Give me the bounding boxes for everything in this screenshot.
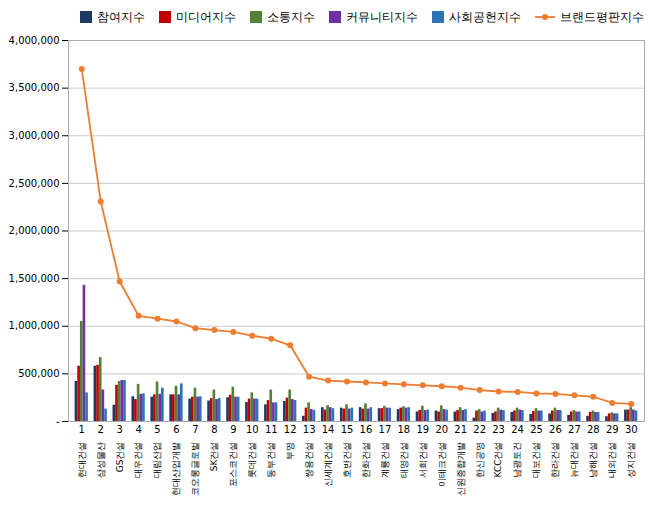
svg-text:15: 15 bbox=[341, 424, 354, 435]
svg-text:27: 27 bbox=[568, 424, 581, 435]
svg-text:6: 6 bbox=[173, 424, 179, 435]
svg-text:롯데건설: 롯데건설 bbox=[247, 442, 257, 478]
svg-text:20: 20 bbox=[435, 424, 448, 435]
svg-text:30: 30 bbox=[625, 424, 638, 435]
svg-text:19: 19 bbox=[416, 424, 429, 435]
svg-text:2,500,000: 2,500,000 bbox=[9, 178, 60, 189]
svg-text:11: 11 bbox=[265, 424, 278, 435]
svg-text:8: 8 bbox=[211, 424, 217, 435]
svg-text:이테크건설: 이테크건설 bbox=[437, 442, 447, 487]
svg-text:코오롱글로벌: 코오롱글로벌 bbox=[190, 442, 200, 496]
svg-text:500,000: 500,000 bbox=[18, 368, 59, 379]
svg-text:한신공영: 한신공영 bbox=[475, 442, 485, 478]
svg-text:16: 16 bbox=[360, 424, 373, 435]
svg-text:5: 5 bbox=[154, 424, 160, 435]
svg-text:2,000,000: 2,000,000 bbox=[9, 225, 60, 236]
svg-text:서희건설: 서희건설 bbox=[418, 442, 428, 478]
svg-text:포스코건설: 포스코건설 bbox=[228, 442, 238, 487]
svg-text:남광토건: 남광토건 bbox=[512, 442, 522, 478]
html-text:커뮤니티지수: 커뮤니티지수 bbox=[346, 9, 418, 24]
svg-text:14: 14 bbox=[322, 424, 335, 435]
svg-text:29: 29 bbox=[606, 424, 619, 435]
svg-text:쌍용건설: 쌍용건설 bbox=[304, 442, 314, 478]
svg-text:한라건설: 한라건설 bbox=[550, 442, 560, 478]
svg-text:남해건설: 남해건설 bbox=[588, 442, 598, 478]
svg-text:17: 17 bbox=[379, 424, 392, 435]
html-text:미디어지수: 미디어지수 bbox=[176, 9, 236, 24]
svg-text:내외건설: 내외건설 bbox=[607, 442, 617, 478]
svg-text:1,500,000: 1,500,000 bbox=[9, 273, 60, 284]
svg-text:뉴대건설: 뉴대건설 bbox=[569, 442, 579, 478]
svg-text:4,000,000: 4,000,000 bbox=[9, 35, 60, 46]
svg-text:23: 23 bbox=[492, 424, 505, 435]
svg-text:성지건설: 성지건설 bbox=[626, 442, 636, 478]
html-text:참여지수: 참여지수 bbox=[97, 9, 145, 24]
svg-text:28: 28 bbox=[587, 424, 600, 435]
svg-text:한화건설: 한화건설 bbox=[361, 442, 371, 478]
svg-text:7: 7 bbox=[192, 424, 198, 435]
svg-text:SK건설: SK건설 bbox=[209, 442, 219, 472]
svg-text:1: 1 bbox=[79, 424, 85, 435]
svg-text:GS건설: GS건설 bbox=[115, 442, 125, 473]
svg-text:부영: 부영 bbox=[285, 442, 295, 460]
svg-text:동부건설: 동부건설 bbox=[266, 442, 276, 478]
svg-text:3,000,000: 3,000,000 bbox=[9, 130, 60, 141]
svg-text:대우건설: 대우건설 bbox=[133, 442, 143, 478]
html-text:브랜드평판지수: 브랜드평판지수 bbox=[560, 9, 644, 24]
svg-text:3,500,000: 3,500,000 bbox=[9, 82, 60, 93]
svg-text:현대건설: 현대건설 bbox=[77, 442, 87, 478]
svg-text:대림산업: 대림산업 bbox=[152, 442, 162, 478]
svg-text:4: 4 bbox=[135, 424, 141, 435]
svg-text:26: 26 bbox=[549, 424, 562, 435]
svg-text:12: 12 bbox=[284, 424, 297, 435]
svg-text:21: 21 bbox=[454, 424, 467, 435]
svg-text:25: 25 bbox=[530, 424, 543, 435]
svg-text:13: 13 bbox=[303, 424, 316, 435]
svg-text:1,000,000: 1,000,000 bbox=[9, 320, 60, 331]
svg-text:호반건설: 호반건설 bbox=[342, 442, 352, 478]
svg-text:신원종합개발: 신원종합개발 bbox=[456, 442, 466, 496]
svg-text:9: 9 bbox=[230, 424, 236, 435]
svg-text:24: 24 bbox=[511, 424, 524, 435]
svg-text:18: 18 bbox=[398, 424, 411, 435]
svg-text:2: 2 bbox=[98, 424, 104, 435]
svg-text:신세계건설: 신세계건설 bbox=[323, 442, 333, 487]
svg-text:현대산업개발: 현대산업개발 bbox=[171, 442, 181, 496]
svg-text:3: 3 bbox=[116, 424, 122, 435]
svg-text:계룡건설: 계룡건설 bbox=[380, 442, 390, 478]
svg-text:태영건설: 태영건설 bbox=[399, 442, 409, 478]
html-text:소통지수: 소통지수 bbox=[267, 9, 315, 24]
svg-text:KCC건설: KCC건설 bbox=[493, 442, 503, 478]
svg-text:대보건설: 대보건설 bbox=[531, 442, 541, 478]
svg-text:22: 22 bbox=[473, 424, 486, 435]
html-text:사회공헌지수: 사회공헌지수 bbox=[449, 9, 521, 24]
svg-text:-: - bbox=[56, 416, 60, 427]
svg-text:삼성물산: 삼성물산 bbox=[96, 442, 106, 478]
svg-text:10: 10 bbox=[246, 424, 259, 435]
